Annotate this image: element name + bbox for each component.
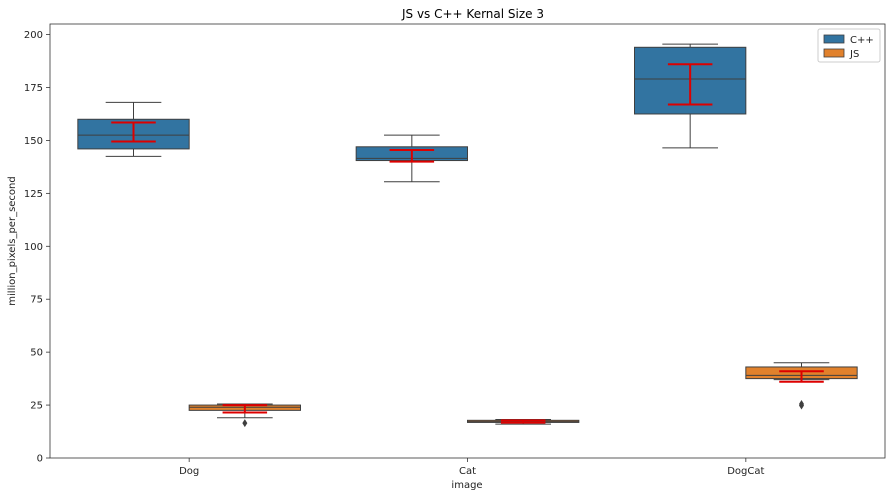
y-axis: 0 25 50 75 100 125 150 175 200: [24, 30, 50, 465]
legend-swatch-JS: [823, 48, 845, 58]
y-tick-label: 150: [24, 136, 43, 147]
y-tick-label: 200: [24, 30, 43, 41]
box-JS-Cat: [467, 418, 580, 425]
legend-swatch-C++: [823, 34, 845, 44]
x-tick-label: Dog: [179, 466, 199, 477]
x-axis-label: image: [451, 480, 482, 491]
y-tick-label: 75: [30, 295, 43, 306]
y-tick-label: 125: [24, 189, 43, 200]
plot-area: [77, 43, 858, 428]
outlier-point: [242, 419, 248, 428]
x-axis: Dog Cat DogCat: [179, 458, 765, 477]
y-tick-label: 100: [24, 242, 43, 253]
box-JS-Dog: [188, 403, 302, 428]
y-tick-label: 25: [30, 401, 43, 412]
box-C++-DogCat: [634, 43, 747, 149]
box-JS-DogCat: [745, 362, 858, 410]
x-tick-label: DogCat: [727, 466, 764, 477]
y-tick-label: 50: [30, 348, 43, 359]
y-axis-label: million_pixels_per_second: [7, 176, 18, 305]
y-tick-label: 175: [24, 83, 43, 94]
legend: C++ JS: [817, 28, 881, 63]
box-C++-Cat: [355, 134, 468, 183]
plot-frame: [49, 23, 886, 459]
outlier-point: [799, 401, 804, 410]
box-C++-Dog: [77, 101, 190, 157]
chart-title: JS vs C++ Kernal Size 3: [401, 7, 544, 21]
x-tick-label: Cat: [459, 466, 476, 477]
legend-label-JS: JS: [849, 49, 859, 60]
legend-label-C++: C++: [850, 35, 874, 46]
y-tick-label: 0: [37, 454, 43, 465]
